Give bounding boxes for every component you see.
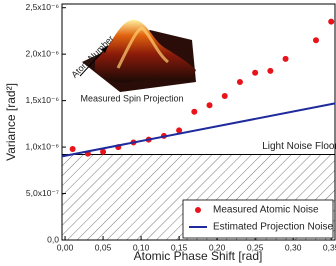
noise-floor-label: Light Noise Floor bbox=[262, 141, 336, 152]
data-point bbox=[312, 37, 319, 44]
data-point bbox=[176, 127, 183, 134]
y-tick-label: 1,0x10⁻⁶ bbox=[25, 141, 59, 151]
y-tick-label: 1,5x10⁻⁶ bbox=[25, 95, 59, 105]
legend-label: Estimated Projection Noise bbox=[213, 222, 333, 233]
x-tick-label: 0,30 bbox=[285, 242, 302, 252]
data-point bbox=[267, 67, 274, 74]
legend-box bbox=[182, 199, 334, 239]
legend-label: Measured Atomic Noise bbox=[213, 205, 319, 216]
x-tick-label: 0,00 bbox=[57, 242, 74, 252]
x-tick-label: 0,35 bbox=[323, 242, 336, 252]
data-point bbox=[191, 108, 198, 115]
data-point bbox=[221, 92, 228, 99]
data-point bbox=[252, 69, 259, 76]
inset-surface-ridge bbox=[116, 26, 170, 69]
data-point bbox=[69, 145, 76, 152]
x-tick-label: 0,20 bbox=[209, 242, 226, 252]
x-tick-label: 0,05 bbox=[95, 242, 112, 252]
data-point bbox=[282, 55, 289, 62]
legend-swatch bbox=[195, 207, 201, 213]
y-axis-title: Variance [rad²] bbox=[4, 83, 18, 161]
data-point bbox=[328, 18, 335, 25]
y-tick-label: 2,5x10⁻⁶ bbox=[25, 2, 59, 12]
inset-image bbox=[79, 19, 196, 92]
x-axis-title: Atomic Phase Shift [rad] bbox=[134, 249, 263, 263]
y-tick-label: 2,0x10⁻⁶ bbox=[25, 48, 59, 58]
data-point bbox=[100, 148, 107, 155]
inset-label: Measured Spin Projection bbox=[80, 93, 183, 103]
plot-frame bbox=[61, 3, 336, 241]
data-point bbox=[206, 102, 213, 109]
inset-arrow-head bbox=[101, 46, 108, 53]
y-tick-label: 0,0 bbox=[47, 234, 59, 244]
data-line bbox=[61, 102, 336, 158]
x-tick-label: 0,10 bbox=[133, 242, 150, 252]
x-tick-label: 0,15 bbox=[171, 242, 188, 252]
y-tick-label: 5,0x10⁻⁷ bbox=[26, 188, 59, 198]
data-point bbox=[236, 79, 243, 86]
x-tick-label: 0,25 bbox=[247, 242, 264, 252]
